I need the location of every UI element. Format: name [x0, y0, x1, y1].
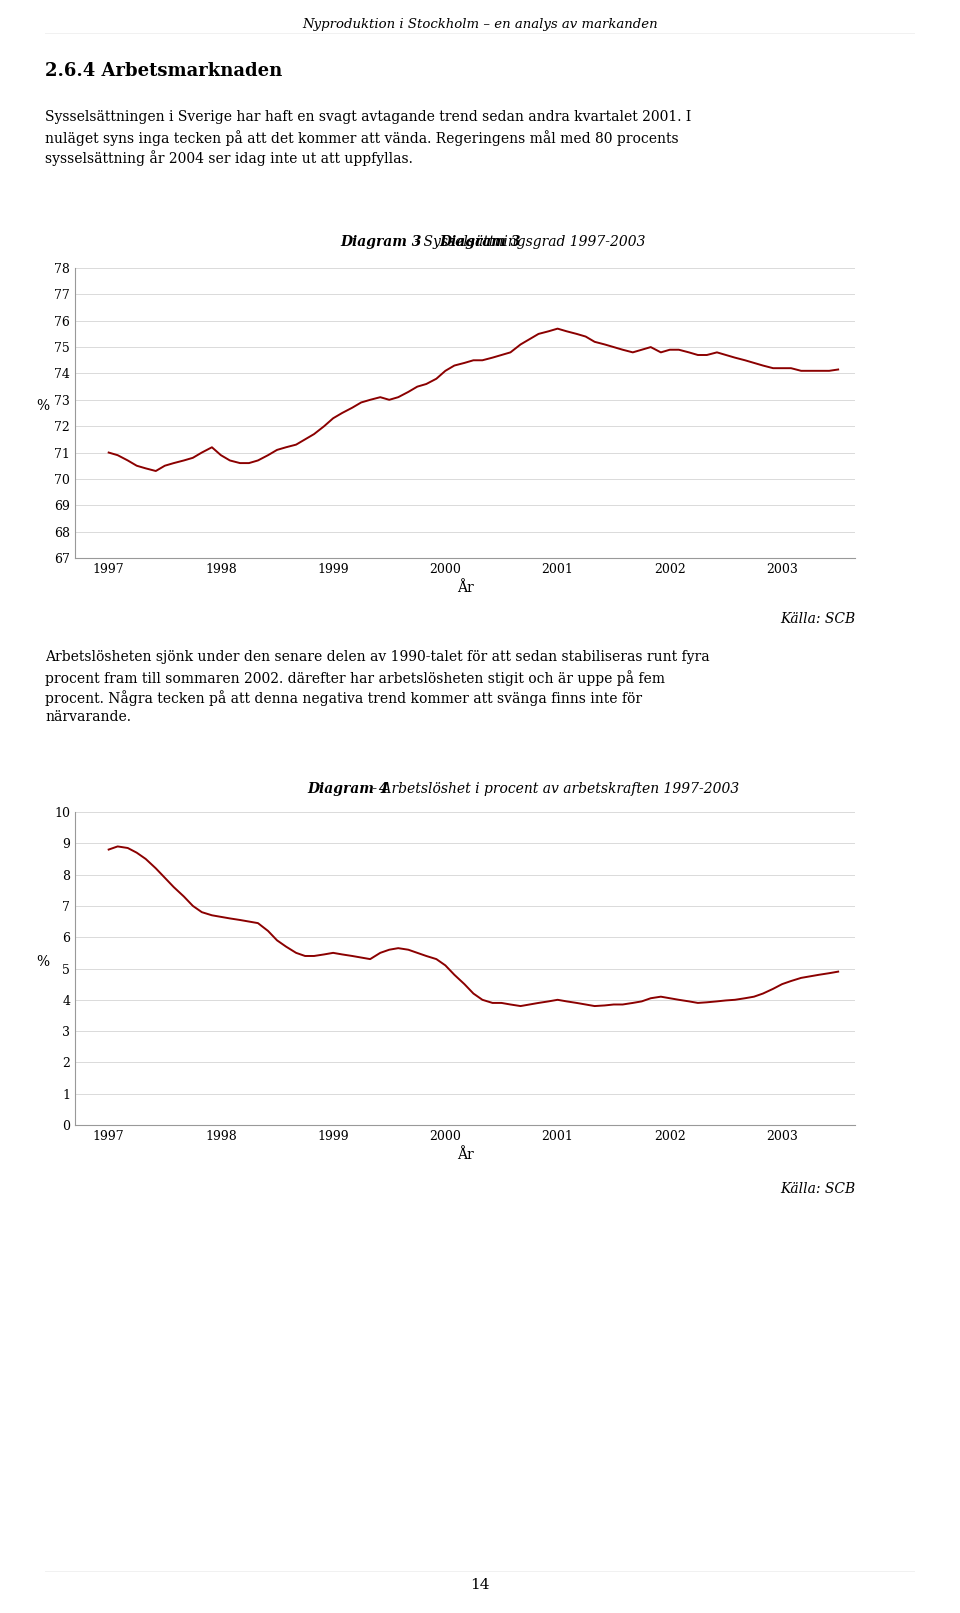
Text: Källa: SCB: Källa: SCB: [780, 1182, 855, 1195]
Text: procent fram till sommaren 2002. därefter har arbetslösheten stigit och är uppe : procent fram till sommaren 2002. därefte…: [45, 669, 665, 686]
X-axis label: År: År: [457, 1148, 473, 1163]
Text: nuläget syns inga tecken på att det kommer att vända. Regeringens mål med 80 pro: nuläget syns inga tecken på att det komm…: [45, 131, 679, 145]
Y-axis label: %: %: [36, 398, 50, 413]
Text: Sysselsättningen i Sverige har haft en svagt avtagande trend sedan andra kvartal: Sysselsättningen i Sverige har haft en s…: [45, 110, 691, 124]
Text: 2.6.4 Arbetsmarknaden: 2.6.4 Arbetsmarknaden: [45, 61, 282, 81]
X-axis label: År: År: [457, 581, 473, 595]
Text: Diagram 3: Diagram 3: [440, 235, 520, 248]
Text: - Sysselsättningsgrad 1997-2003: - Sysselsättningsgrad 1997-2003: [410, 235, 645, 248]
Text: sysselsättning år 2004 ser idag inte ut att uppfyllas.: sysselsättning år 2004 ser idag inte ut …: [45, 150, 413, 166]
Text: Källa: SCB: Källa: SCB: [780, 611, 855, 626]
Text: 14: 14: [470, 1578, 490, 1592]
Text: Diagram 3 - Sysselsättningsgrad 1997-2003: Diagram 3 - Sysselsättningsgrad 1997-200…: [325, 235, 635, 248]
Text: Nyproduktion i Stockholm – en analys av markanden: Nyproduktion i Stockholm – en analys av …: [302, 18, 658, 31]
Text: procent. Några tecken på att denna negativa trend kommer att svänga finns inte f: procent. Några tecken på att denna negat…: [45, 690, 642, 706]
Text: närvarande.: närvarande.: [45, 710, 131, 724]
Text: - Arbetslöshet i procent av arbetskraften 1997-2003: - Arbetslöshet i procent av arbetskrafte…: [368, 782, 739, 795]
Text: Diagram 4: Diagram 4: [307, 782, 389, 795]
Text: Arbetslösheten sjönk under den senare delen av 1990-talet för att sedan stabilis: Arbetslösheten sjönk under den senare de…: [45, 650, 709, 665]
Y-axis label: %: %: [36, 955, 50, 968]
Text: Diagram 3: Diagram 3: [341, 235, 422, 248]
